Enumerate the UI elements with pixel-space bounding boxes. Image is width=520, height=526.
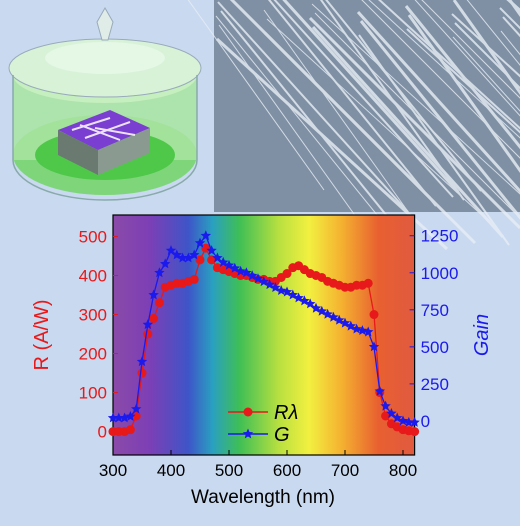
data-point xyxy=(206,245,217,255)
data-point xyxy=(374,385,385,396)
y-tick-label: 300 xyxy=(79,306,107,325)
data-point xyxy=(363,278,373,288)
data-point xyxy=(351,323,362,334)
data-point xyxy=(154,267,165,278)
x-tick-label: 800 xyxy=(389,461,417,480)
y-tick-label: 400 xyxy=(79,266,107,285)
y2-tick-label: 0 xyxy=(421,412,430,431)
x-tick-label: 500 xyxy=(215,461,243,480)
data-point xyxy=(160,258,171,269)
x-axis-label: Wavelength (nm) xyxy=(191,487,335,508)
data-point xyxy=(381,411,391,421)
data-point xyxy=(107,412,119,423)
data-point xyxy=(183,252,194,263)
y-tick-label: 200 xyxy=(79,345,107,364)
y2-tick-label: 500 xyxy=(421,338,449,357)
data-point xyxy=(177,252,188,263)
data-point xyxy=(113,412,124,423)
data-point xyxy=(131,411,141,421)
data-point xyxy=(276,285,287,295)
data-point xyxy=(119,412,130,423)
data-point xyxy=(131,403,142,414)
data-point xyxy=(369,310,379,320)
data-point xyxy=(125,411,136,421)
data-point xyxy=(149,313,159,323)
data-point xyxy=(148,289,159,300)
data-point xyxy=(136,356,148,367)
x-tick-label: 600 xyxy=(273,461,301,480)
data-point xyxy=(409,416,420,427)
x-tick-label: 700 xyxy=(331,461,359,480)
y-tick-label: 0 xyxy=(98,423,107,442)
legend-label: G xyxy=(274,424,290,446)
data-point xyxy=(380,400,391,411)
data-point xyxy=(363,326,374,337)
y2-tick-label: 1000 xyxy=(421,264,459,283)
data-point xyxy=(143,329,153,339)
legend-marker xyxy=(242,428,254,439)
data-point xyxy=(235,265,246,276)
data-point xyxy=(403,416,414,427)
data-point xyxy=(200,230,211,241)
data-point xyxy=(189,274,199,284)
y-tick-label: 500 xyxy=(79,227,107,246)
sem-image xyxy=(187,0,520,251)
legend-marker xyxy=(243,407,253,417)
data-point xyxy=(357,325,368,335)
data-point xyxy=(282,269,292,279)
spectrum-background xyxy=(113,215,415,455)
data-point xyxy=(397,415,409,426)
y2-tick-label: 1250 xyxy=(421,227,459,246)
y2-tick-label: 250 xyxy=(421,375,449,394)
data-point xyxy=(201,243,211,253)
data-point xyxy=(212,252,223,263)
data-point xyxy=(386,408,397,418)
data-point xyxy=(137,368,147,378)
y-axis-label: R (A/W) xyxy=(31,299,53,370)
data-point xyxy=(194,237,206,248)
y2-axis-label: Gain xyxy=(471,314,493,356)
data-point xyxy=(189,249,200,260)
data-point xyxy=(165,245,177,255)
data-point xyxy=(410,427,420,437)
data-point xyxy=(154,298,164,308)
x-tick-label: 300 xyxy=(99,461,127,480)
legend-label: Rλ xyxy=(274,402,298,424)
data-point xyxy=(142,319,153,330)
x-tick-label: 400 xyxy=(157,461,185,480)
jar-illustration xyxy=(0,0,212,212)
y2-tick-label: 750 xyxy=(421,301,449,320)
y-tick-label: 100 xyxy=(79,384,107,403)
plot-frame xyxy=(112,214,416,456)
data-point xyxy=(125,425,135,435)
data-point xyxy=(305,298,316,309)
data-point xyxy=(368,341,380,352)
data-point xyxy=(195,255,205,265)
